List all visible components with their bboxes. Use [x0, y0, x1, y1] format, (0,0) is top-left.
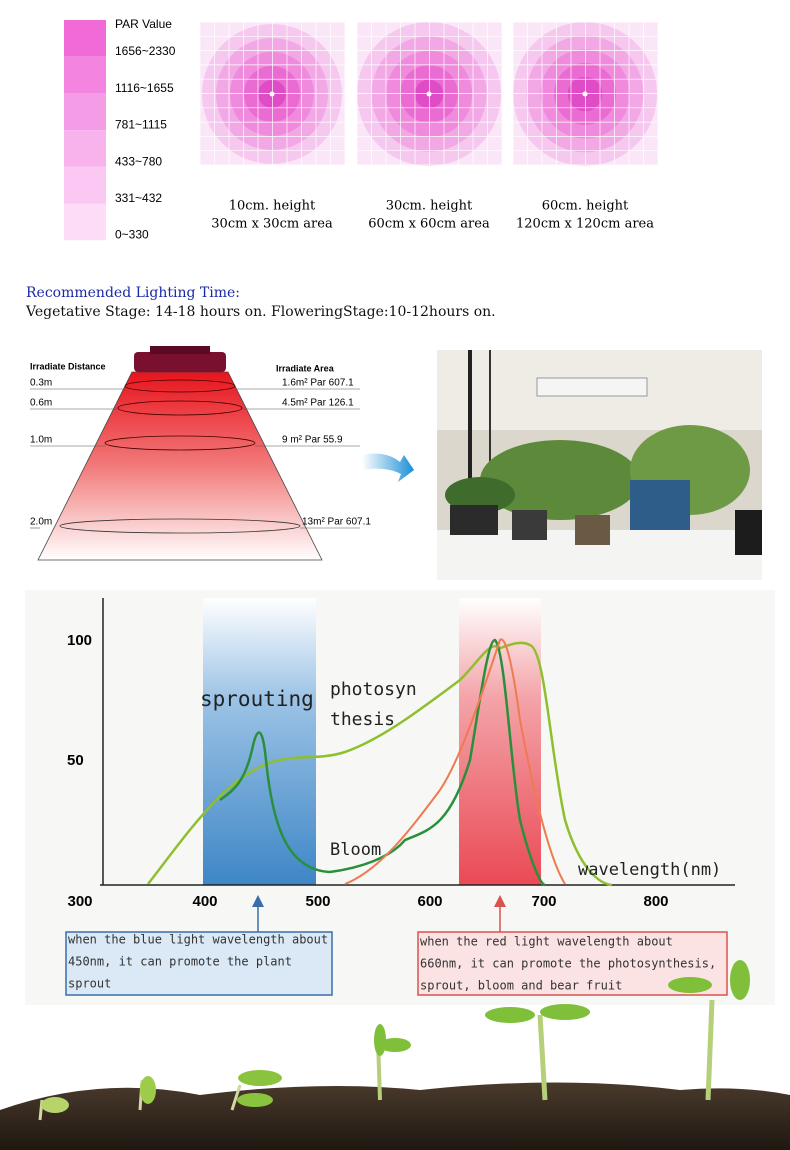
light-cone [37, 371, 323, 561]
legend-swatch [64, 203, 106, 241]
red-note: when the red light wavelength about [420, 935, 673, 949]
legend-swatch [64, 20, 106, 57]
footprint-area: 60cm x 60cm area [368, 217, 490, 232]
ring [104, 435, 256, 451]
center-dot [269, 91, 275, 97]
legend-label: 331~432 [115, 191, 162, 205]
blue-note: 450nm, it can promote the plant [68, 955, 292, 969]
distance-label: 0.6m [30, 398, 52, 409]
red-note: sprout, bloom and bear fruit [420, 979, 622, 993]
red-note-box [417, 931, 728, 996]
legend-label: 1116~1655 [115, 81, 174, 95]
y-tick-label: 50 [67, 752, 84, 769]
legend-swatch [64, 166, 106, 204]
legend-swatch [64, 93, 106, 131]
ring [59, 518, 301, 534]
legend-swatch [64, 130, 106, 167]
axis-title: wavelength(nm) [578, 860, 721, 880]
legend-swatch [64, 56, 106, 94]
arrow [362, 453, 414, 482]
x-tick-label: 300 [67, 893, 92, 910]
footprint-height: 10cm. height [229, 199, 316, 214]
center-dot [582, 91, 588, 97]
distance-label: 2.0m [30, 517, 52, 528]
area-label: 4.5m² Par 126.1 [282, 398, 354, 409]
bloom-curve [344, 638, 566, 885]
distance-label: 1.0m [30, 435, 52, 446]
footprint-height: 60cm. height [542, 199, 629, 214]
fixture-top [150, 346, 210, 354]
x-tick-label: 500 [305, 893, 330, 910]
blue-note: sprout [68, 977, 111, 991]
cone-diagram: Irradiate Distance Irradiate Area [30, 346, 335, 561]
photosynthesis-curve [147, 641, 613, 887]
photosynthesis-label: photosyn [330, 679, 417, 700]
x-tick-label: 400 [192, 893, 217, 910]
seedlings [0, 960, 790, 1150]
irradiance-rows: 0.3m 1.6m² Par 607.1 0.6m 4.5m² Par 126.1 1.… [30, 378, 371, 529]
sprouting-label: sprouting [200, 687, 314, 711]
area-label: 1.6m² Par 607.1 [282, 378, 354, 389]
center-dot [426, 91, 432, 97]
lighting-text: Vegetative Stage: 14-18 hours on. Flower… [25, 304, 496, 320]
plant-photo [437, 350, 762, 580]
legend-label: 433~780 [115, 154, 162, 168]
bloom-label: Bloom [330, 840, 381, 860]
blue-note: when the blue light wavelength about [68, 933, 328, 947]
ring [124, 379, 236, 393]
footprint-area: 120cm x 120cm area [516, 217, 654, 232]
footprints: 10cm. height 30cm x 30cm area 30cm. height… [199, 21, 659, 232]
photosynthesis-label: thesis [330, 709, 395, 730]
legend-title: PAR Value [115, 17, 172, 31]
area-label: 13m² Par 607.1 [302, 517, 371, 528]
par-legend: PAR Value 1656~2330 1116~1655 781~1115 433~… [64, 17, 176, 242]
distance-heading: Irradiate Distance [30, 361, 106, 371]
fixture [134, 352, 226, 372]
red-note: 660nm, it can promote the photosynthesis… [420, 957, 716, 971]
legend-label: 1656~2330 [115, 44, 176, 58]
lighting-title: Recommended Lighting Time: [26, 285, 240, 301]
chlorophyll-curve [219, 638, 546, 887]
footprint-height: 30cm. height [386, 199, 473, 214]
footprint-area: 30cm x 30cm area [211, 217, 333, 232]
spectrum-chart: sprouting photosyn thesis Bloom waveleng… [25, 590, 775, 1005]
y-tick-label: 100 [67, 632, 92, 649]
x-tick-label: 700 [531, 893, 556, 910]
distance-label: 0.3m [30, 378, 52, 389]
legend-label: 0~330 [115, 228, 149, 242]
x-tick-label: 600 [417, 893, 442, 910]
area-label: 9 m² Par 55.9 [282, 435, 343, 446]
blue-note-box [65, 931, 333, 996]
legend-label: 781~1115 [115, 118, 167, 132]
x-tick-label: 800 [643, 893, 668, 910]
area-heading: Irradiate Area [276, 363, 335, 373]
blue-band [203, 598, 316, 885]
ring [117, 400, 243, 416]
